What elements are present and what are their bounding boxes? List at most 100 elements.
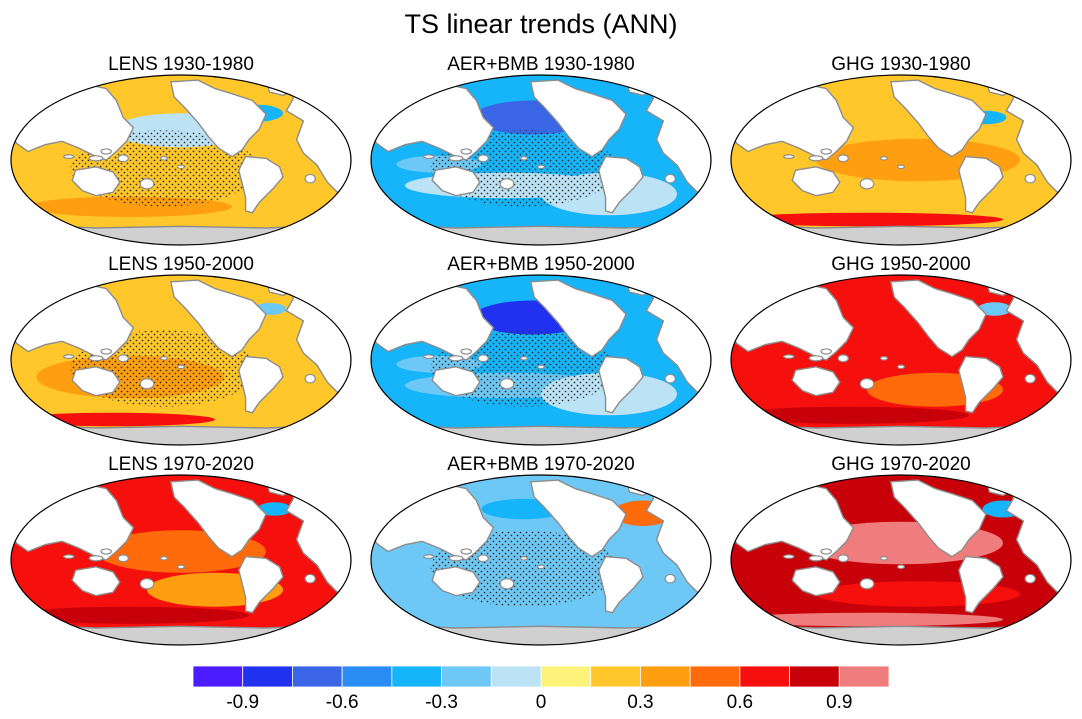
land-northAmerica (889, 79, 987, 158)
land-southAmerica (958, 155, 1004, 214)
colorbar-bin (242, 665, 293, 688)
colorbar-bin (739, 665, 790, 688)
land-australia (791, 166, 841, 197)
island (139, 378, 155, 390)
trend-region (11, 412, 215, 427)
land-australia (791, 566, 841, 597)
island (63, 154, 75, 159)
island (1024, 573, 1036, 584)
island (100, 348, 112, 355)
land-australia (71, 566, 121, 597)
land-australia (431, 366, 481, 397)
colorbar-bin (789, 665, 840, 688)
land-antarctica (731, 223, 1071, 245)
island (139, 178, 155, 190)
trend-region (977, 302, 1012, 316)
island (160, 555, 169, 561)
land-southAmerica (598, 155, 644, 214)
land-australia (791, 366, 841, 397)
island (837, 354, 849, 363)
land-greenland (985, 77, 1018, 97)
panel-8: AER+BMB 1970-2020 (370, 454, 712, 646)
island (808, 155, 824, 162)
land-northAmerica (889, 479, 987, 558)
colorbar-tick-label: 0.9 (826, 692, 852, 713)
island (1024, 373, 1036, 384)
island (304, 373, 316, 384)
land-greenland (985, 277, 1018, 297)
colorbar-bin (441, 665, 492, 688)
island (100, 548, 112, 555)
panel-title: AER+BMB 1950-2000 (447, 254, 634, 275)
land-australia (431, 166, 481, 197)
trend-region (257, 502, 292, 516)
island (304, 173, 316, 184)
island (664, 373, 676, 384)
land-northAmerica (169, 479, 267, 558)
island (879, 555, 888, 561)
island (879, 355, 888, 361)
island (177, 364, 186, 370)
island (139, 578, 155, 590)
colorbar-bin (640, 665, 691, 688)
panel-title: GHG 1950-2000 (831, 254, 970, 275)
land-greenland (265, 277, 298, 297)
island (783, 154, 795, 159)
panel-3: GHG 1930-1980 (730, 54, 1072, 246)
island (1024, 173, 1036, 184)
land-northAmerica (529, 279, 627, 358)
land-antarctica (11, 223, 351, 245)
land-greenland (625, 477, 658, 497)
land-southAmerica (238, 555, 284, 614)
land-northAmerica (529, 479, 627, 558)
island (423, 154, 435, 159)
map-frame (730, 74, 1072, 246)
panel-title: GHG 1970-2020 (831, 454, 970, 475)
island (859, 578, 875, 590)
panel-title: AER+BMB 1930-1980 (447, 54, 634, 75)
island (519, 156, 528, 161)
colorbar-tick-label: -0.9 (226, 692, 259, 713)
island (448, 155, 464, 162)
land-northAmerica (529, 79, 627, 158)
panel-9: GHG 1970-2020 (730, 454, 1072, 646)
map-frame (370, 474, 712, 646)
land-antarctica (371, 623, 711, 645)
panel-4: LENS 1950-2000 (10, 254, 352, 446)
island (88, 155, 104, 162)
colorbar-bin (590, 665, 641, 688)
land-greenland (265, 77, 298, 97)
island (63, 354, 75, 359)
island (477, 354, 489, 363)
island (519, 355, 528, 361)
land-southAmerica (238, 355, 284, 414)
island (460, 548, 472, 555)
colorbar: -0.9 -0.6 -0.3 0 0.3 0.6 0.9 (192, 665, 890, 713)
island (536, 364, 545, 370)
map-frame (370, 74, 712, 246)
land-australia (71, 166, 121, 197)
colorbar-tick-label: -0.3 (425, 692, 458, 713)
island (423, 354, 435, 359)
island (177, 164, 186, 170)
island (499, 378, 515, 390)
map-frame (10, 274, 352, 446)
land-southAmerica (238, 155, 284, 214)
island (117, 154, 129, 163)
island (477, 554, 489, 563)
panel-6: GHG 1950-2000 (730, 254, 1072, 446)
panel-2: AER+BMB 1930-1980 (370, 54, 712, 246)
island (448, 555, 464, 562)
island (859, 178, 875, 190)
map-frame (730, 474, 1072, 646)
island (88, 355, 104, 362)
land-northAmerica (889, 279, 987, 358)
island (160, 355, 169, 361)
island (177, 564, 186, 570)
island (536, 564, 545, 570)
island (117, 554, 129, 563)
island (808, 355, 824, 362)
land-antarctica (371, 223, 711, 245)
panel-title: LENS 1930-1980 (108, 54, 254, 75)
